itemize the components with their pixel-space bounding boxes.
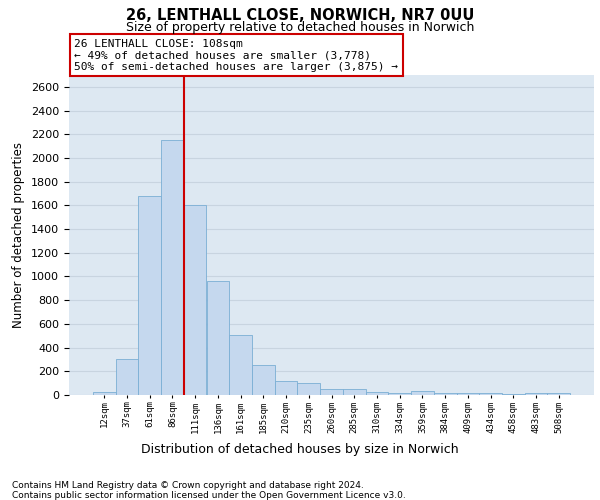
Bar: [93, 392, 116, 395]
Bar: [116, 360, 139, 395]
Bar: [252, 366, 275, 395]
Bar: [343, 389, 365, 395]
Bar: [434, 393, 457, 395]
Bar: [320, 389, 343, 395]
Text: Size of property relative to detached houses in Norwich: Size of property relative to detached ho…: [126, 21, 474, 34]
Bar: [139, 196, 161, 395]
Text: Distribution of detached houses by size in Norwich: Distribution of detached houses by size …: [141, 442, 459, 456]
Bar: [502, 394, 524, 395]
Bar: [411, 392, 434, 395]
Bar: [229, 335, 252, 395]
Bar: [161, 140, 184, 395]
Text: Contains public sector information licensed under the Open Government Licence v3: Contains public sector information licen…: [12, 491, 406, 500]
Y-axis label: Number of detached properties: Number of detached properties: [13, 142, 25, 328]
Bar: [275, 381, 298, 395]
Text: Contains HM Land Registry data © Crown copyright and database right 2024.: Contains HM Land Registry data © Crown c…: [12, 481, 364, 490]
Bar: [388, 392, 411, 395]
Text: 26 LENTHALL CLOSE: 108sqm
← 49% of detached houses are smaller (3,778)
50% of se: 26 LENTHALL CLOSE: 108sqm ← 49% of detac…: [74, 38, 398, 72]
Bar: [547, 393, 570, 395]
Bar: [524, 393, 547, 395]
Text: 26, LENTHALL CLOSE, NORWICH, NR7 0UU: 26, LENTHALL CLOSE, NORWICH, NR7 0UU: [126, 8, 474, 22]
Bar: [184, 206, 206, 395]
Bar: [479, 393, 502, 395]
Bar: [457, 393, 479, 395]
Bar: [298, 383, 320, 395]
Bar: [206, 281, 229, 395]
Bar: [365, 392, 388, 395]
